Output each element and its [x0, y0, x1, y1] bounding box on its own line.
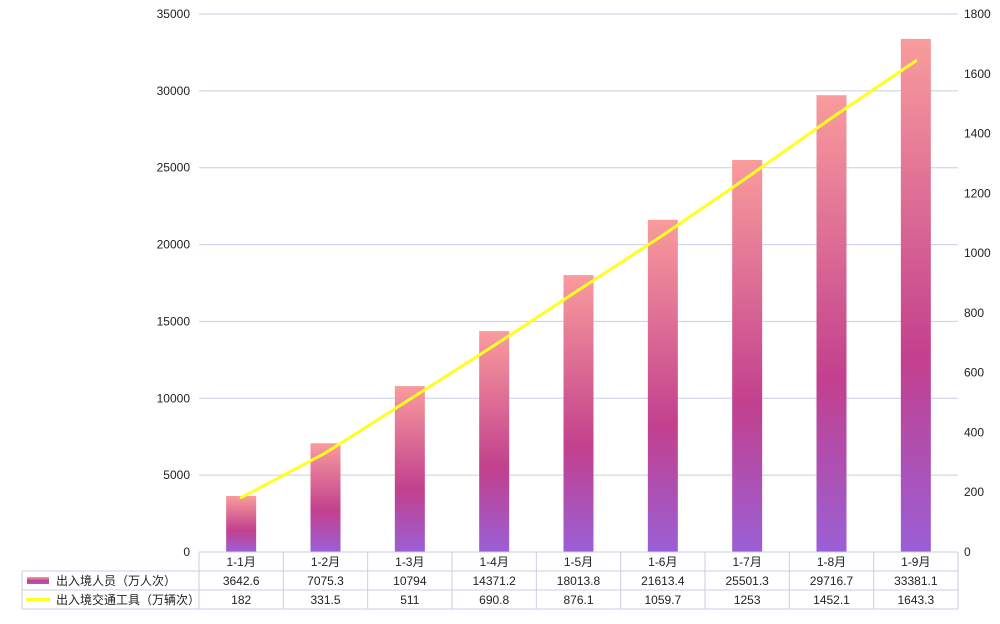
data-table: 1-1月 1-2月 1-3月 1-4月 1-5月 1-6月 1-7月 1-8月 1-9月出入境人…: [21, 551, 959, 610]
y-right-tick-label: 600: [964, 366, 984, 380]
bar-1-5月: [563, 275, 594, 552]
y-right-tick-label: 200: [964, 485, 984, 499]
table-cell-line-value: 182: [231, 593, 251, 607]
table-cell-bar-value: 21613.4: [641, 574, 685, 588]
x-tick-label: 1-8月: [817, 555, 846, 569]
table-cell-bar-value: 18013.8: [557, 574, 601, 588]
legend-label-bar: 出入境人员（万人次）: [56, 573, 176, 588]
bar-1-8月: [816, 95, 847, 553]
table-cell-line-value: 876.1: [563, 593, 593, 607]
x-tick-label: 1-6月: [648, 555, 677, 569]
y-left-tick-label: 20000: [157, 238, 191, 252]
y-left-tick-label: 35000: [157, 7, 191, 21]
y-left-tick-label: 30000: [157, 84, 191, 98]
table-cell-bar-value: 25501.3: [725, 574, 769, 588]
bar-1-2月: [310, 443, 341, 552]
legend-label-line: 出入境交通工具（万辆次）: [56, 592, 200, 607]
y-left-tick-label: 10000: [157, 391, 191, 405]
bar-1-9月: [900, 38, 931, 552]
bar-series: [226, 38, 931, 553]
x-tick-label: 1-2月: [311, 555, 340, 569]
y-left-tick-label: 15000: [157, 314, 191, 328]
table-cell-line-value: 331.5: [310, 593, 340, 607]
y-axis-left: 0 5000 10000 15000 20000 25000 30000 35000: [157, 7, 191, 559]
x-tick-label: 1-7月: [732, 555, 761, 569]
legend-bar-swatch: [27, 577, 49, 584]
table-cell-bar-value: 7075.3: [307, 574, 344, 588]
table-cell-bar-value: 29716.7: [810, 574, 854, 588]
bar-1-1月: [226, 496, 257, 552]
x-tick-label: 1-1月: [226, 555, 255, 569]
table-cell-line-value: 1253: [734, 593, 761, 607]
bar-1-6月: [647, 219, 678, 552]
bar-1-4月: [479, 331, 510, 552]
y-left-tick-label: 25000: [157, 161, 191, 175]
y-right-tick-label: 1400: [964, 127, 991, 141]
table-cell-bar-value: 10794: [393, 574, 427, 588]
line-series: [239, 59, 918, 500]
x-tick-label: 1-5月: [564, 555, 593, 569]
bar-1-3月: [394, 386, 425, 552]
x-tick-label: 1-9月: [901, 555, 930, 569]
y-right-tick-label: 0: [964, 545, 971, 559]
table-cell-bar-value: 3642.6: [223, 574, 260, 588]
y-right-tick-label: 1800: [964, 7, 991, 21]
y-right-tick-label: 1000: [964, 246, 991, 260]
x-tick-label: 1-3月: [395, 555, 424, 569]
x-tick-label: 1-4月: [479, 555, 508, 569]
bar-1-7月: [732, 160, 763, 552]
y-axis-right: 0 200 400 600 800 1000 1200 1400 1600 1800: [964, 7, 991, 559]
table-cell-line-value: 690.8: [479, 593, 509, 607]
table-cell-line-value: 1059.7: [644, 593, 681, 607]
y-right-tick-label: 400: [964, 425, 984, 439]
y-left-tick-label: 0: [183, 545, 190, 559]
y-right-tick-label: 1200: [964, 186, 991, 200]
y-right-tick-label: 1600: [964, 67, 991, 81]
table-cell-bar-value: 14371.2: [472, 574, 516, 588]
table-cell-line-value: 511: [400, 593, 419, 607]
y-right-tick-label: 800: [964, 306, 984, 320]
table-cell-line-value: 1643.3: [897, 593, 934, 607]
table-cell-line-value: 1452.1: [813, 593, 850, 607]
y-left-tick-label: 5000: [163, 468, 190, 482]
table-cell-bar-value: 33381.1: [894, 574, 938, 588]
